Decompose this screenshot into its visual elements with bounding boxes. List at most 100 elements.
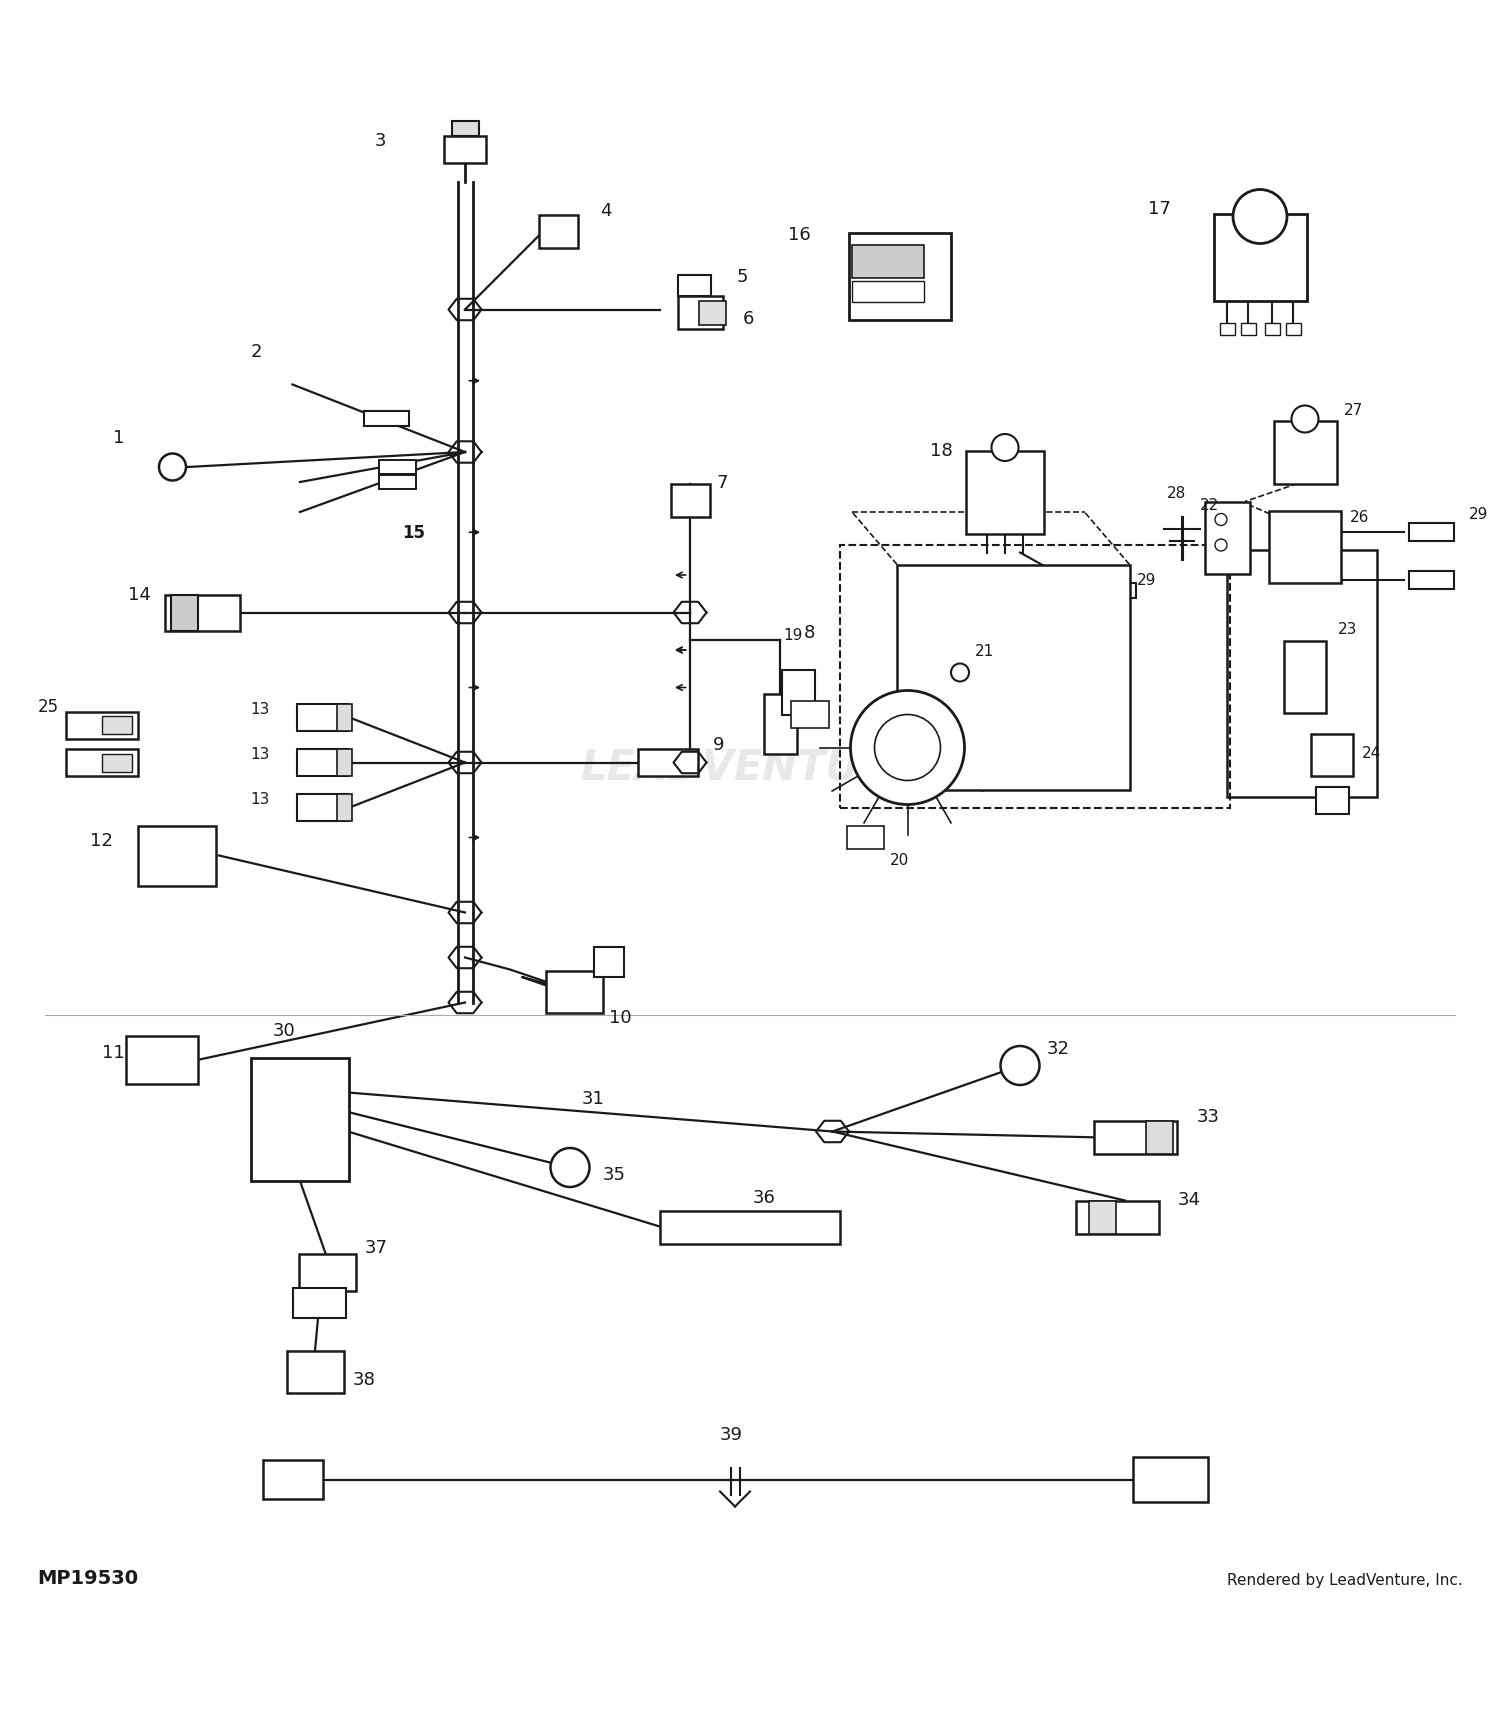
Bar [165,595,240,631]
Text: 4: 4 [600,202,612,220]
Circle shape [550,1149,590,1187]
Bar [138,825,216,886]
Text: 37: 37 [364,1239,387,1256]
Text: 29: 29 [1137,573,1156,588]
Bar [1094,1121,1176,1154]
Text: 6: 6 [742,310,754,329]
Circle shape [1215,540,1227,552]
Circle shape [992,434,1018,462]
Bar [294,1287,345,1318]
Text: 12: 12 [90,832,112,849]
Bar [1408,522,1454,541]
Text: 2: 2 [251,343,262,362]
Bar [1089,1201,1116,1233]
Bar [338,749,352,777]
Text: 26: 26 [1350,510,1370,524]
Bar [66,713,138,739]
Bar [1408,571,1454,590]
Bar [1240,324,1256,336]
Circle shape [159,455,186,481]
Bar [849,234,951,320]
Bar [444,137,486,163]
Bar [1227,550,1377,798]
Circle shape [1233,190,1287,244]
Text: 38: 38 [352,1370,375,1387]
Bar [546,972,603,1014]
Bar [1214,215,1306,301]
Text: 20: 20 [890,853,909,868]
Bar [1090,583,1136,599]
Bar [126,1036,198,1085]
Text: 1: 1 [112,429,125,446]
Bar [378,476,417,490]
Bar [897,566,1130,791]
Text: 21: 21 [975,644,994,657]
Text: 13: 13 [251,792,270,806]
Text: 27: 27 [1344,403,1364,419]
Circle shape [951,664,969,682]
Bar [262,1460,322,1500]
Text: 35: 35 [603,1164,625,1183]
Bar [102,754,132,772]
Text: 9: 9 [712,735,724,754]
Text: 24: 24 [1362,746,1382,759]
Bar [1220,324,1234,336]
Bar [670,484,710,517]
Text: MP19530: MP19530 [38,1569,138,1588]
Bar [252,1059,348,1182]
Text: 5: 5 [736,268,748,287]
Bar [66,749,138,777]
Bar [297,749,348,777]
Bar [852,282,924,303]
Text: 18: 18 [930,443,952,460]
Text: 28: 28 [1167,486,1186,500]
Bar [1311,735,1353,777]
Text: 15: 15 [402,524,424,541]
Text: 10: 10 [609,1009,631,1028]
Text: 3: 3 [375,131,387,151]
Text: 11: 11 [102,1043,125,1062]
Text: 23: 23 [1338,623,1358,637]
Text: 13: 13 [251,747,270,761]
Bar [678,275,711,298]
Bar [363,412,408,427]
Bar [1204,502,1249,574]
Bar [297,794,348,822]
Bar [782,670,814,714]
Bar [846,827,885,849]
Bar [1077,1201,1158,1233]
Text: 14: 14 [128,586,150,604]
Circle shape [874,714,940,780]
Bar [840,545,1230,808]
Text: 29: 29 [1468,507,1488,522]
Bar [1269,510,1341,583]
Text: 33: 33 [1197,1107,1219,1126]
Bar [538,216,578,249]
Bar [966,452,1044,535]
Bar [699,301,726,325]
Bar [1274,422,1336,484]
Text: 25: 25 [38,697,58,714]
Bar [1264,324,1280,336]
Bar [171,595,198,631]
Bar [1284,642,1326,713]
Bar [1286,324,1300,336]
Circle shape [1292,407,1318,432]
Text: 8: 8 [804,623,816,642]
Circle shape [1215,514,1227,526]
Text: 13: 13 [251,702,270,716]
Bar [338,794,352,822]
Bar [338,704,352,732]
Text: LEADVENTURE: LEADVENTURE [580,747,920,789]
Text: 39: 39 [720,1426,742,1443]
Text: 31: 31 [582,1090,604,1107]
Bar [764,694,796,754]
Bar [638,749,698,777]
Circle shape [850,690,964,804]
Text: 22: 22 [1200,498,1219,512]
Bar [452,121,478,137]
Text: Rendered by LeadVenture, Inc.: Rendered by LeadVenture, Inc. [1227,1573,1462,1588]
Bar [1316,787,1348,815]
Text: 30: 30 [273,1021,296,1040]
Text: 32: 32 [1047,1040,1070,1057]
